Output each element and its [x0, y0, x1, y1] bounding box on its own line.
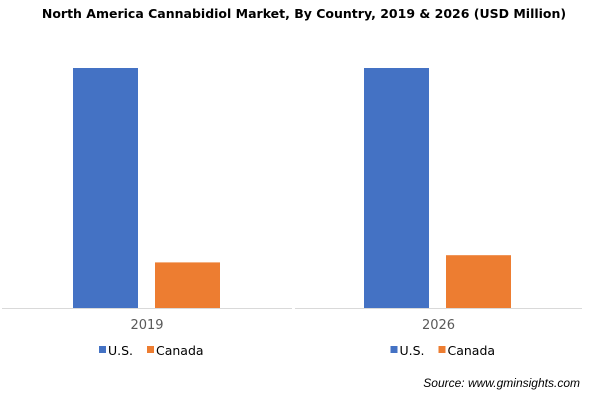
bar-canada-2019 — [155, 262, 220, 308]
chart-title: North America Cannabidiol Market, By Cou… — [41, 6, 567, 21]
legend-label: Canada — [156, 343, 204, 358]
legend-swatch — [438, 346, 446, 353]
legend-swatch — [390, 346, 398, 353]
x-tick-label: 2026 — [422, 318, 455, 333]
legend-label: U.S. — [400, 343, 425, 358]
legend-swatch — [99, 346, 106, 353]
legend-swatch — [147, 346, 154, 353]
bar-us-2019 — [73, 68, 138, 308]
source-note: Source: www.gminsights.com — [423, 376, 580, 390]
bar-us-2026 — [364, 68, 429, 308]
x-tick-label: 2019 — [130, 318, 163, 333]
legend-label: Canada — [448, 343, 496, 358]
bar-canada-2026 — [446, 255, 511, 308]
legend-label: U.S. — [108, 343, 133, 358]
